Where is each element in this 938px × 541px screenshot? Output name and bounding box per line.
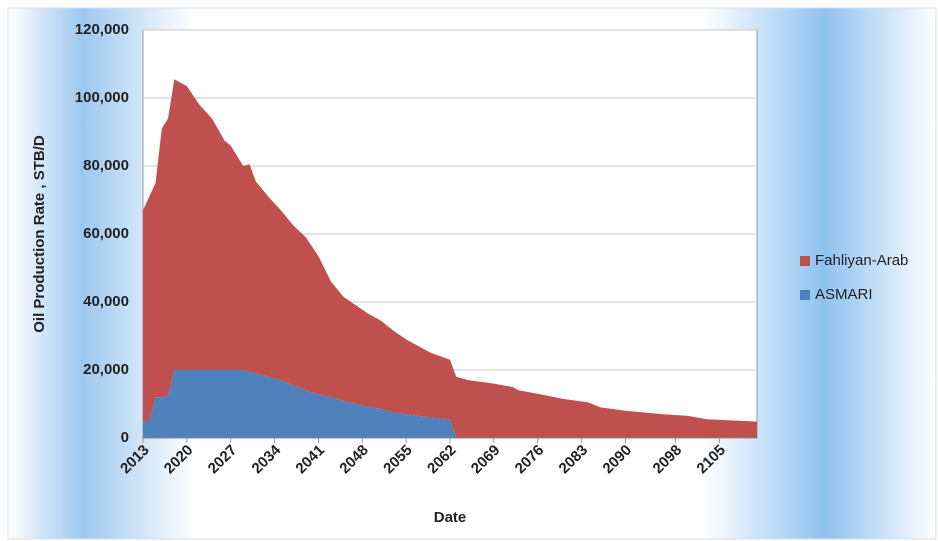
legend-label: ASMARI <box>815 286 873 303</box>
y-tick-label: 40,000 <box>83 293 129 310</box>
legend-swatch <box>800 290 810 300</box>
y-tick-label: 0 <box>121 429 129 446</box>
y-tick-label: 80,000 <box>83 157 129 174</box>
x-axis-label: Date <box>434 509 467 526</box>
y-axis-label: Oil Production Rate , STB/D <box>31 135 48 333</box>
y-tick-label: 60,000 <box>83 225 129 242</box>
area <box>143 370 757 438</box>
legend-swatch <box>800 256 810 266</box>
y-tick-label: 120,000 <box>75 21 129 38</box>
area <box>143 79 757 439</box>
legend-label: Fahliyan-Arab <box>815 252 908 269</box>
y-tick-label: 100,000 <box>75 89 129 106</box>
y-tick-label: 20,000 <box>83 361 129 378</box>
